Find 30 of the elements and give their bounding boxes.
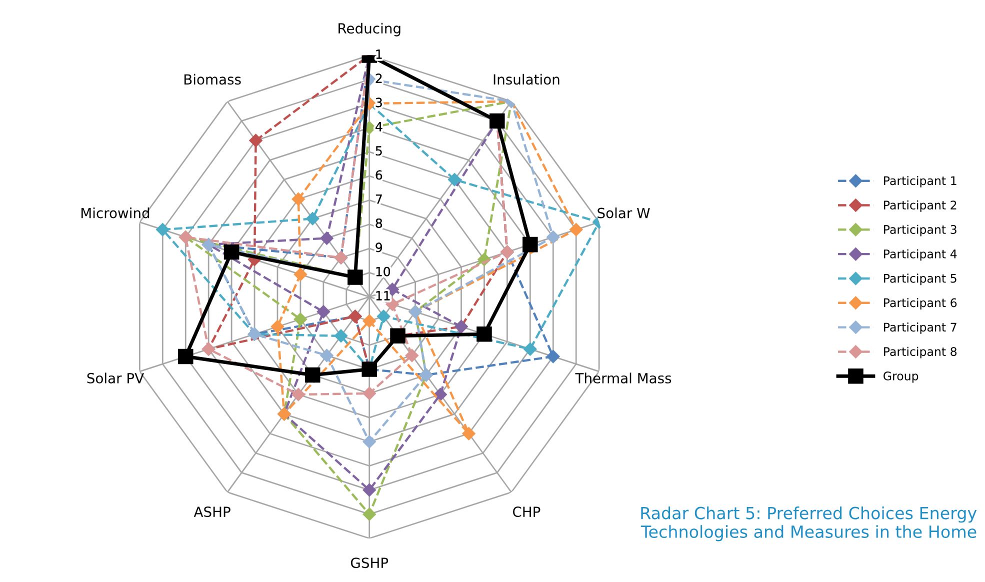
y-tick-label: 8 <box>376 218 382 228</box>
spoke-label: GSHP <box>350 558 388 568</box>
y-tick-label: 11 <box>376 291 390 300</box>
legend-label: Participant 3 <box>884 224 956 236</box>
legend-label: Participant 5 <box>884 274 956 286</box>
y-tick-label: 4 <box>376 122 382 132</box>
y-tick-label: 2 <box>376 74 382 83</box>
y-tick-label: 9 <box>376 242 382 252</box>
spoke-label: Microwind <box>81 208 150 218</box>
spoke-label: Solar W <box>598 208 650 218</box>
y-tick-label: 10 <box>376 266 390 276</box>
spoke-label: Thermal Mass <box>575 372 672 384</box>
y-tick-label: 3 <box>376 98 382 108</box>
legend-label: Participant 2 <box>884 200 956 212</box>
y-tick-label: 5 <box>376 146 382 156</box>
legend-label: Group <box>884 372 918 383</box>
spoke-label: Biomass <box>184 74 241 85</box>
legend-label: Participant 8 <box>884 346 957 358</box>
y-tick-label: 6 <box>376 170 382 180</box>
y-tick-label: 7 <box>376 194 382 204</box>
legend-label: Participant 1 <box>884 176 956 188</box>
spoke-label: Reducing <box>338 22 400 36</box>
legend-label: Participant 7 <box>884 322 956 334</box>
spoke-label: Insulation <box>494 74 560 85</box>
spoke-label: CHP <box>512 506 540 518</box>
spoke-label: Solar PV <box>87 372 144 384</box>
spoke-label: ASHP <box>194 506 230 518</box>
legend-label: Participant 4 <box>884 249 957 261</box>
text: Radar Chart 5: Preferred Choices Energy Technologies and Measures in the Home <box>640 506 977 542</box>
legend-label: Participant 6 <box>884 298 957 310</box>
